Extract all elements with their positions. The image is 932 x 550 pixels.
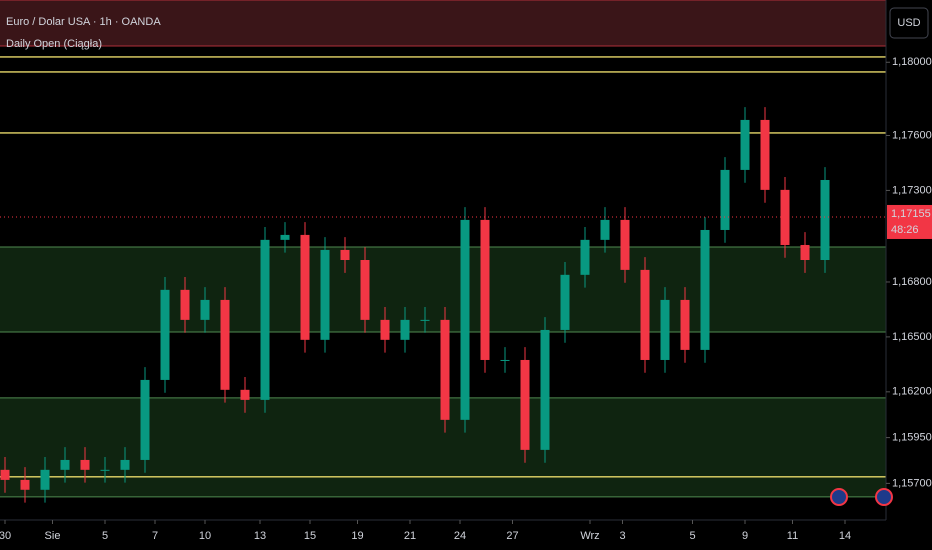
currency-button[interactable] — [889, 7, 929, 39]
candle-body — [680, 299, 690, 350]
event-icons — [830, 488, 893, 506]
plot-area — [0, 0, 886, 503]
chart-title: Euro / Dolar USA · 1h · OANDA — [6, 16, 161, 28]
x-tick-label: 24 — [454, 530, 466, 542]
x-tick-label: 11 — [787, 530, 798, 542]
candle-body — [620, 219, 630, 270]
candle-body — [440, 319, 450, 420]
candle-body — [340, 249, 350, 260]
x-tick-label: 27 — [506, 530, 518, 542]
x-tick-label: 5 — [102, 530, 108, 542]
candle-body — [760, 119, 770, 190]
candle-body — [580, 239, 590, 275]
candle-body — [800, 244, 810, 260]
candle-body — [120, 459, 130, 470]
x-tick-label: 7 — [152, 530, 158, 542]
candle-body — [260, 239, 270, 400]
candle-body — [80, 459, 90, 470]
candle-body — [40, 469, 50, 490]
zone — [0, 0, 886, 46]
candle-body — [540, 329, 550, 450]
x-tick-label: 15 — [304, 530, 316, 542]
x-tick-label: 19 — [351, 530, 363, 542]
candle-body — [400, 319, 410, 340]
candle-body — [660, 299, 670, 360]
candle-body — [20, 479, 30, 490]
event-icon[interactable] — [875, 488, 893, 506]
y-tick-label: 1,16200 — [892, 386, 932, 398]
candle-body — [420, 319, 430, 321]
candle-body — [320, 249, 330, 340]
candle-body — [60, 459, 70, 470]
candle-body — [180, 289, 190, 320]
candle-body — [480, 219, 490, 360]
candle-body — [100, 469, 110, 471]
candle-body — [820, 179, 830, 260]
candle-body — [460, 219, 470, 420]
time-axis — [0, 520, 886, 550]
zone — [0, 247, 886, 332]
candle-body — [220, 299, 230, 390]
x-tick-label: 9 — [742, 530, 748, 542]
candle-body — [720, 169, 730, 230]
chart-subtitle: Daily Open (Ciągła) — [6, 38, 102, 50]
x-tick-label: 3 — [619, 530, 625, 542]
candle-body — [0, 469, 10, 480]
x-tick-label: 30 — [0, 530, 11, 542]
candle-body — [280, 234, 290, 240]
currency-label[interactable]: USD — [897, 17, 920, 29]
x-tick-label: 5 — [689, 530, 695, 542]
candle-body — [520, 359, 530, 450]
last-price-box — [887, 204, 932, 239]
x-tick-label: 14 — [839, 530, 851, 542]
candle-body — [640, 269, 650, 360]
y-tick-label: 1,17600 — [892, 129, 932, 141]
x-tick-label: Wrz — [580, 530, 599, 542]
y-tick-label: 1,15700 — [892, 477, 932, 489]
candle-body — [140, 379, 150, 460]
candle-body — [600, 219, 610, 240]
candle-body — [500, 359, 510, 361]
candle-body — [240, 389, 250, 400]
y-tick-label: 1,16800 — [892, 276, 932, 288]
x-tick-label: Sie — [45, 530, 61, 542]
countdown: 48:26 — [891, 224, 919, 236]
event-icon[interactable] — [830, 488, 848, 506]
y-tick-label: 1,15950 — [892, 432, 932, 444]
y-tick-label: 1,16500 — [892, 331, 932, 343]
price-axis — [886, 0, 932, 550]
y-tick-label: 1,18000 — [892, 56, 932, 68]
candle-body — [300, 234, 310, 340]
candle-body — [360, 260, 370, 320]
x-tick-label: 10 — [199, 530, 211, 542]
candle-body — [380, 319, 390, 340]
x-tick-label: 21 — [404, 530, 416, 542]
candle-body — [560, 274, 570, 330]
y-tick-label: 1,17300 — [892, 184, 932, 196]
candle-body — [700, 229, 710, 350]
candle-body — [200, 299, 210, 320]
x-tick-label: 13 — [254, 530, 266, 542]
candle-body — [160, 289, 170, 380]
candle-body — [740, 119, 750, 170]
last-price-label: 1,17155 — [891, 208, 931, 220]
